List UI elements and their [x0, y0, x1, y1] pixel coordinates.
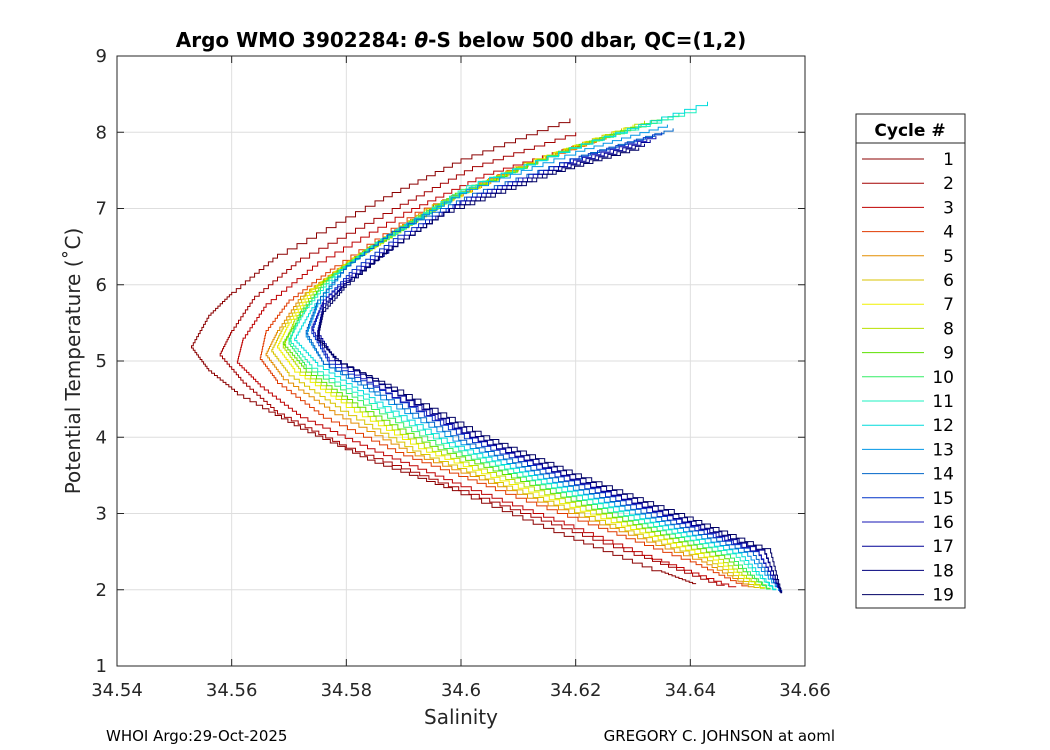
y-tick-label: 7: [96, 199, 107, 220]
legend-label-cycle-4: 4: [943, 223, 954, 243]
legend-box: [855, 113, 966, 609]
legend-label-cycle-6: 6: [943, 271, 954, 291]
y-axis-label: Potential Temperature (˚C): [61, 228, 85, 495]
legend-label-cycle-2: 2: [943, 174, 954, 194]
y-tick-label: 4: [96, 427, 107, 448]
x-tick-label: 34.58: [321, 680, 373, 701]
legend-label-cycle-15: 15: [932, 489, 954, 509]
x-tick-label: 34.6: [441, 680, 481, 701]
legend-label-cycle-9: 9: [943, 344, 954, 364]
x-tick-label: 34.54: [91, 680, 143, 701]
legend-label-cycle-14: 14: [932, 465, 954, 485]
y-tick-label: 3: [96, 504, 107, 525]
legend-label-cycle-12: 12: [932, 416, 954, 436]
axis-ticks: 34.54 34.56 34.58 34.6 34.62 34.64 34.66 1 2 3 4 5 6…: [91, 46, 831, 701]
legend-label-cycle-19: 19: [932, 586, 954, 606]
x-tick-label: 34.64: [665, 680, 717, 701]
legend-label-cycle-3: 3: [943, 198, 954, 218]
legend-label-cycle-8: 8: [943, 319, 954, 339]
legend-label-cycle-16: 16: [932, 513, 954, 533]
y-tick-label: 1: [96, 656, 107, 677]
y-tick-label: 8: [96, 122, 107, 143]
legend-title: Cycle #: [874, 121, 945, 141]
x-tick-label: 34.66: [779, 680, 831, 701]
series-layer: [191, 101, 783, 594]
legend-label-cycle-10: 10: [932, 368, 954, 388]
series-line-cycle-12: [294, 101, 777, 591]
series-line-cycle-4: [259, 136, 748, 587]
series-line-cycle-2: [219, 132, 725, 586]
legend-label-cycle-13: 13: [932, 440, 954, 460]
y-tick-label: 6: [96, 275, 107, 296]
legend-label-cycle-1: 1: [943, 150, 954, 170]
footer-left: WHOI Argo:29-Oct-2025: [106, 727, 287, 745]
chart-title-theta-symbol: θ: [414, 28, 428, 52]
chart-title-prefix: Argo WMO 3902284:: [176, 28, 415, 52]
y-tick-label: 5: [96, 351, 107, 372]
x-tick-label: 34.62: [550, 680, 602, 701]
series-line-cycle-19: [317, 147, 783, 594]
footer-right: GREGORY C. JOHNSON at aoml: [604, 727, 835, 745]
chart-title: Argo WMO 3902284: θ-S below 500 dbar, QC…: [176, 28, 746, 52]
y-tick-label: 2: [96, 580, 107, 601]
x-axis-label: Salinity: [424, 705, 498, 729]
legend-label-cycle-17: 17: [932, 537, 954, 557]
series-line-cycle-11: [288, 109, 777, 590]
y-tick-label: 9: [96, 46, 107, 67]
legend-label-cycle-11: 11: [932, 392, 954, 412]
legend-label-cycle-5: 5: [943, 247, 954, 267]
series-line-cycle-3: [236, 143, 737, 588]
series-line-cycle-1: [191, 118, 697, 585]
x-tick-label: 34.56: [206, 680, 258, 701]
legend-label-cycle-18: 18: [932, 561, 954, 581]
legend-label-cycle-7: 7: [943, 295, 954, 315]
chart-title-suffix: -S below 500 dbar, QC=(1,2): [428, 28, 746, 52]
